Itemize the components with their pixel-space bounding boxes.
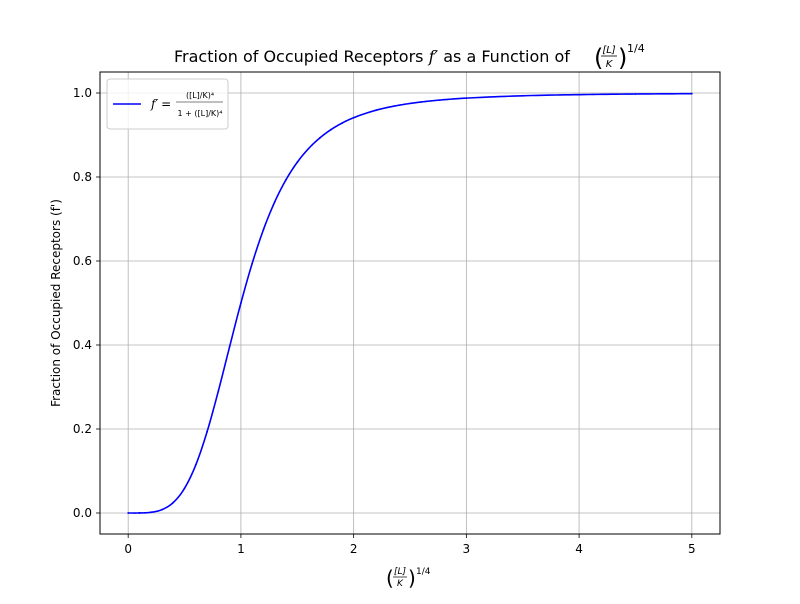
- legend-box: [106, 78, 229, 130]
- xlabel-rbracket: ): [408, 566, 416, 590]
- data-point: [465, 97, 468, 100]
- data-point: [161, 508, 163, 511]
- data-point: [172, 501, 175, 504]
- data-point: [262, 228, 265, 231]
- data-point: [375, 109, 378, 112]
- xlabel-fraction-num: [L]: [394, 567, 407, 577]
- data-point: [521, 94, 524, 97]
- xlabel-fraction-den: K: [397, 579, 404, 589]
- y-tick-label: 0.4: [73, 338, 92, 352]
- series-layer: [127, 92, 693, 514]
- chart-title: Fraction of Occupied Receptors f′ as a F…: [174, 42, 645, 72]
- data-point: [183, 487, 186, 490]
- data-point: [138, 512, 141, 514]
- title-fraction-den: K: [606, 59, 614, 70]
- data-point: [307, 147, 310, 150]
- legend-label-num: ([L]/K)⁴: [186, 91, 214, 100]
- y-tick-label: 0.2: [73, 422, 92, 436]
- data-point: [251, 262, 254, 265]
- xlabel-lbracket: (: [386, 566, 394, 590]
- y-tick-label: 0.6: [73, 254, 92, 268]
- x-tick-label: 1: [237, 542, 245, 556]
- data-point: [240, 302, 242, 304]
- legend-label-lhs: f′ =: [150, 97, 171, 111]
- title-fraction-num: [L]: [602, 45, 615, 56]
- legend: f′ = ([L]/K)⁴ 1 + ([L]/K)⁴: [106, 78, 229, 130]
- data-point: [634, 93, 637, 95]
- data-point: [149, 511, 152, 514]
- series-line-0: [128, 92, 692, 514]
- data-point: [217, 390, 220, 392]
- legend-label-den: 1 + ([L]/K)⁴: [178, 109, 223, 118]
- data-point: [273, 201, 276, 203]
- data-point: [194, 463, 197, 466]
- title-lbracket: (: [594, 44, 603, 72]
- data-point: [352, 116, 355, 119]
- y-tick-label: 0.8: [73, 170, 92, 184]
- y-tick-label: 0.0: [73, 506, 92, 520]
- data-point: [690, 92, 693, 95]
- data-point: [442, 98, 445, 101]
- title-exponent: 1/4: [627, 42, 645, 55]
- data-point: [228, 345, 231, 348]
- data-point: [578, 93, 580, 96]
- x-tick-label: 4: [575, 542, 583, 556]
- data-point: [397, 104, 400, 107]
- plot-frame: [99, 71, 721, 535]
- data-point: [285, 178, 287, 181]
- title-rbracket: ): [618, 44, 627, 72]
- data-point: [318, 137, 321, 139]
- data-point: [341, 122, 344, 124]
- axis-ticks: 0 1 2 3 4 5 0.0 0.2 0.4 0.6 0.8 1.0: [73, 86, 696, 556]
- x-tick-label: 3: [463, 542, 471, 556]
- plot-area: [100, 72, 720, 534]
- data-point: [296, 161, 299, 164]
- y-tick-label: 1.0: [73, 86, 92, 100]
- data-point: [127, 512, 130, 514]
- x-tick-label: 5: [688, 542, 696, 556]
- x-tick-label: 2: [350, 542, 358, 556]
- y-axis-label: Fraction of Occupied Receptors (f'): [49, 199, 63, 407]
- data-point: [206, 430, 208, 433]
- x-axis-label: ( [L] K ) 1/4: [386, 566, 431, 590]
- x-tick-label: 0: [124, 542, 132, 556]
- title-text: Fraction of Occupied Receptors f′ as a F…: [174, 47, 570, 66]
- xlabel-exponent: 1/4: [416, 567, 431, 577]
- data-point: [330, 128, 332, 131]
- data-point: [420, 101, 423, 103]
